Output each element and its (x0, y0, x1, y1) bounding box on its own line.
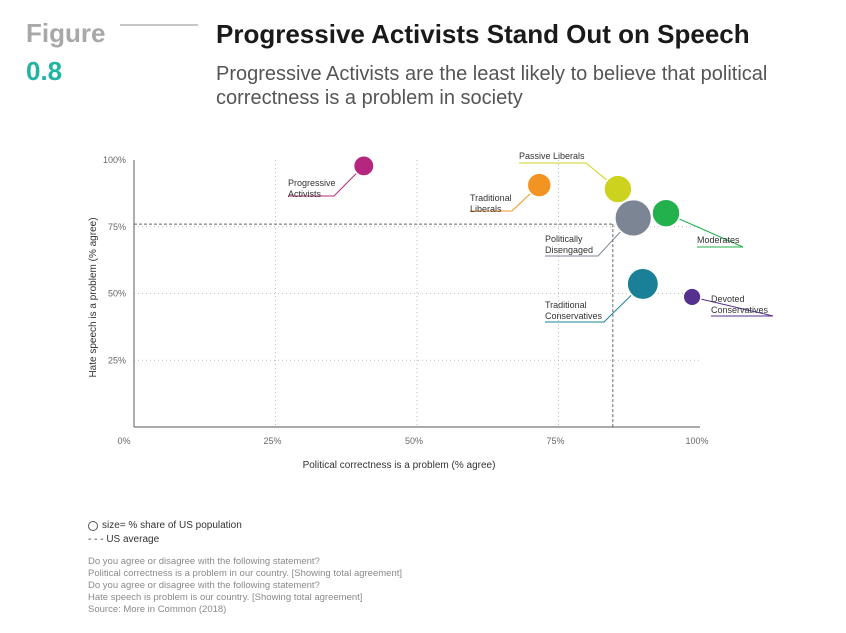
bubble-politically-disengaged (614, 198, 653, 238)
leader-line (288, 165, 365, 197)
y-tick-label: 75% (108, 222, 126, 232)
legend-size: size= % share of US population (88, 519, 242, 533)
x-tick-label: 50% (405, 436, 423, 446)
note-line: Do you agree or disagree with the follow… (88, 580, 320, 591)
point-label: Progressive (288, 178, 336, 188)
notes: Do you agree or disagree with the follow… (88, 556, 402, 616)
legend-average: - - - US average (88, 533, 242, 547)
note-line: Hate speech is problem is our country. [… (88, 592, 363, 603)
note-line: Source: More in Common (2018) (88, 604, 227, 615)
bubble-traditional-conservatives (626, 267, 660, 301)
x-tick-label: 100% (685, 436, 708, 446)
chart-title: Progressive Activists Stand Out on Speec… (216, 19, 750, 49)
point-label: Politically (545, 234, 583, 244)
legend-size-label: size= % share of US population (102, 520, 242, 531)
y-axis-title: Hate speech is a problem (% agree) (88, 217, 99, 377)
point-label: Devoted (711, 294, 745, 304)
point-label: Conservatives (545, 311, 603, 321)
point-label: Traditional (470, 193, 512, 203)
leader-line (545, 283, 644, 323)
bubble-passive-liberals (603, 174, 633, 204)
legend-avg-label: - - - US average (88, 534, 160, 545)
bubble-devoted-conservatives (682, 287, 702, 307)
y-tick-label: 100% (103, 155, 126, 165)
note-line: Political correctness is a problem in ou… (88, 568, 403, 579)
point-label: Passive Liberals (519, 151, 585, 161)
point-label: Activists (288, 189, 322, 199)
point-label: Moderates (697, 235, 740, 245)
x-tick-label: 25% (263, 436, 281, 446)
point-label: Traditional (545, 300, 587, 310)
bubble-progressive-activists (352, 154, 375, 177)
point-label: Liberals (470, 204, 502, 214)
circle-icon (88, 521, 98, 531)
x-tick-label: 75% (546, 436, 564, 446)
figure-label: Figure (26, 18, 106, 48)
y-tick-label: 25% (108, 355, 126, 365)
point-label: Disengaged (545, 245, 593, 255)
y-tick-label: 50% (108, 289, 126, 299)
leader-line (691, 296, 774, 317)
x-tick-label: 0% (117, 436, 130, 446)
divider (120, 24, 198, 26)
bubble-moderates (651, 198, 681, 228)
figure-number: 0.8 (26, 56, 63, 86)
point-label: Conservatives (711, 305, 769, 315)
chart-subtitle: Progressive Activists are the least like… (216, 63, 768, 109)
note-line: Do you agree or disagree with the follow… (88, 556, 320, 567)
legend: size= % share of US population - - - US … (88, 519, 242, 547)
x-axis-title: Political correctness is a problem (% ag… (303, 460, 496, 471)
leader-line (665, 212, 744, 248)
bubble-traditional-liberals (526, 172, 552, 198)
